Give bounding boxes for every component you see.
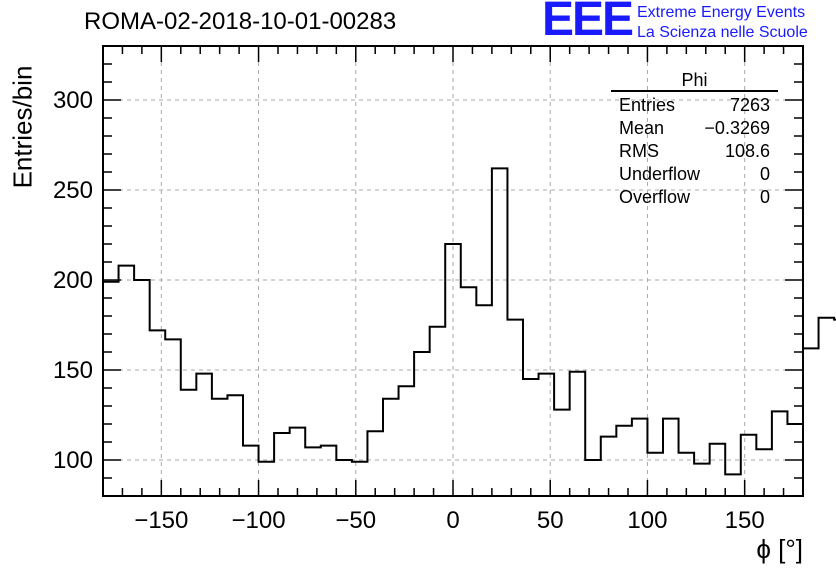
histogram-bin — [585, 460, 601, 496]
histogram-bin — [601, 437, 617, 496]
plot-frame — [102, 45, 804, 497]
x-tick-label: 0 — [446, 507, 459, 534]
histogram-bin — [632, 419, 648, 496]
histogram-bin — [274, 433, 290, 496]
histogram-bin — [523, 379, 539, 496]
stats-label: Underflow — [619, 164, 701, 184]
histogram-bin — [134, 280, 150, 496]
stats-row-overflow: Overflow 0 — [611, 186, 778, 209]
histogram-bin — [570, 372, 586, 496]
histogram-bin — [756, 449, 772, 496]
histogram-bin — [787, 424, 803, 496]
histogram-bin — [430, 327, 446, 496]
stats-box: Phi Entries 7263 Mean −0.3269 RMS 108.6 … — [611, 70, 778, 209]
stats-row-entries: Entries 7263 — [611, 94, 778, 117]
histogram-bin — [305, 447, 321, 496]
y-tick-label: 150 — [53, 357, 93, 384]
histogram-bin — [399, 386, 415, 496]
stats-label: Entries — [619, 95, 676, 115]
histogram-bin — [383, 399, 399, 496]
x-tick-label: 100 — [627, 507, 667, 534]
y-axis-label: Entries/bin — [7, 65, 38, 189]
y-tick-label: 250 — [53, 177, 93, 204]
eee-logo: EEE — [542, 0, 634, 46]
histogram-bin — [336, 460, 352, 496]
x-tick-label: −150 — [134, 507, 188, 534]
x-tick-label: 150 — [725, 507, 765, 534]
logo-org-name: Extreme Energy Events — [637, 4, 806, 21]
histogram-bin — [647, 453, 663, 496]
y-axis-label-box: Entries/bin — [8, 66, 38, 189]
histogram-bin — [445, 244, 461, 496]
stats-value: 7263 — [729, 95, 770, 115]
histogram-bin — [150, 330, 166, 496]
histogram-bin — [259, 462, 275, 496]
histogram-bin — [476, 305, 492, 496]
y-tick-label: 100 — [53, 447, 93, 474]
histogram-bin — [352, 462, 368, 496]
x-tick-label: 50 — [537, 507, 564, 534]
x-tick-label: −100 — [232, 507, 286, 534]
stats-row-rms: RMS 108.6 — [611, 140, 778, 163]
histogram-bin — [492, 168, 508, 496]
histogram-bin — [461, 287, 477, 496]
histogram-series-line — [103, 167, 836, 476]
histogram-bin — [243, 446, 259, 496]
stats-title: Phi — [611, 70, 778, 92]
histogram-bin — [616, 426, 632, 496]
histogram-bin — [290, 428, 306, 496]
stats-label: RMS — [619, 141, 659, 161]
histogram-bin — [103, 282, 119, 496]
stats-row-mean: Mean −0.3269 — [611, 117, 778, 140]
histogram-bin — [539, 374, 555, 496]
histogram-bin — [741, 435, 757, 496]
histogram-bin — [803, 348, 819, 496]
histogram-bin — [414, 352, 430, 496]
histogram-bin — [321, 446, 337, 496]
y-tick-label: 300 — [53, 87, 93, 114]
stats-label: Overflow — [619, 187, 691, 207]
histogram-bin — [181, 390, 197, 496]
histogram-bin — [819, 318, 835, 496]
stats-row-underflow: Underflow 0 — [611, 163, 778, 186]
chart-title: ROMA-02-2018-10-01-00283 — [84, 8, 397, 35]
y-tick-label: 200 — [53, 267, 93, 294]
x-axis-label: ϕ [°] — [756, 534, 803, 564]
stats-label: Mean — [619, 118, 665, 138]
histogram-bin — [119, 266, 135, 496]
logo-org-subtitle: La Scienza nelle Scuole — [637, 24, 808, 41]
histogram-bin — [710, 444, 726, 496]
stats-value: 0 — [759, 187, 770, 207]
histogram-bin — [367, 431, 383, 496]
stats-value: 0 — [759, 164, 770, 184]
histogram-bin — [227, 395, 243, 496]
histogram-bin — [212, 399, 228, 496]
x-tick-label: −50 — [335, 507, 376, 534]
histogram-bin — [165, 339, 181, 496]
stats-value: −0.3269 — [704, 118, 770, 138]
histogram-bin — [554, 410, 570, 496]
histogram-bin — [196, 374, 212, 496]
histogram-bin — [507, 320, 523, 496]
histogram-bin — [772, 411, 788, 496]
histogram-bin — [679, 453, 695, 496]
stats-value: 108.6 — [724, 141, 770, 161]
histogram-bin — [725, 474, 741, 496]
histogram-bin — [663, 419, 679, 496]
histogram-bin — [694, 464, 710, 496]
